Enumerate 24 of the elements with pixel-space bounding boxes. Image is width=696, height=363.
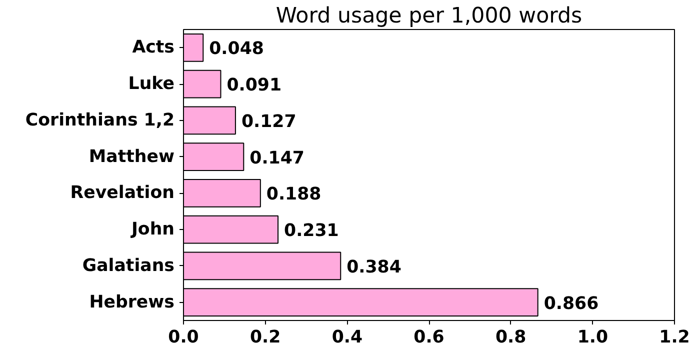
data-label: 0.091	[226, 76, 282, 96]
data-label: 0.127	[241, 112, 296, 132]
data-label: 0.866	[544, 294, 599, 314]
y-tick-label: Hebrews	[89, 292, 175, 312]
chart-title: Word usage per 1,000 words	[276, 4, 582, 28]
y-tick-label: Revelation	[70, 183, 175, 204]
x-tick-label: 0.8	[495, 328, 526, 348]
data-label: 0.188	[266, 184, 322, 205]
y-tick-label: John	[130, 220, 175, 240]
data-label: 0.048	[209, 39, 264, 60]
x-tick-label: 0.4	[332, 328, 363, 348]
data-label: 0.147	[250, 148, 304, 168]
x-tick-label: 0.6	[414, 328, 444, 348]
data-label: 0.231	[284, 221, 339, 242]
x-tick-label: 1.0	[577, 328, 608, 348]
data-label: 0.384	[346, 257, 402, 278]
y-tick-label: Acts	[132, 38, 174, 58]
y-tick-label: Corinthians 1,2	[25, 110, 175, 130]
y-tick-label: Galatians	[82, 256, 175, 276]
y-tick-label: Matthew	[88, 146, 175, 167]
x-tick-label: 1.2	[659, 328, 690, 348]
x-tick-label: 0.2	[250, 328, 281, 348]
y-tick-label: Luke	[128, 74, 175, 94]
x-tick-label: 0.0	[168, 328, 199, 348]
